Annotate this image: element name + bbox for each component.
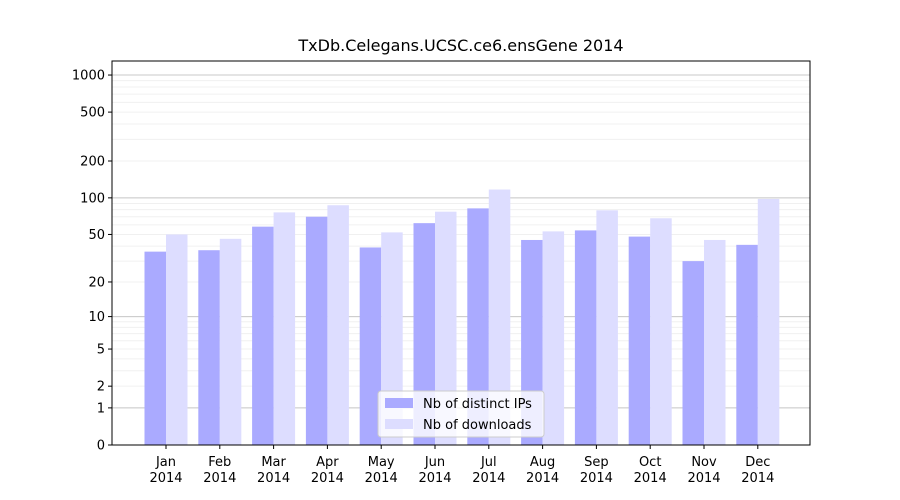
- bar-distinct-ips-jul: [467, 208, 489, 445]
- y-tick-label: 200: [80, 155, 105, 170]
- x-tick-month-sep: Sep: [584, 455, 609, 470]
- x-tick-month-aug: Aug: [530, 455, 555, 470]
- x-axis-ticks: Jan2014Feb2014Mar2014Apr2014May2014Jun20…: [149, 445, 774, 486]
- x-tick-month-jan: Jan: [155, 455, 176, 470]
- y-tick-label: 500: [80, 106, 105, 121]
- x-tick-month-jun: Jun: [424, 455, 445, 470]
- legend-label-downloads: Nb of downloads: [423, 418, 532, 433]
- bar-distinct-ips-mar: [252, 226, 274, 445]
- x-tick-month-mar: Mar: [261, 455, 286, 470]
- x-tick-year-nov: 2014: [687, 471, 720, 486]
- y-tick-label: 100: [80, 191, 105, 206]
- bar-distinct-ips-dec: [736, 244, 758, 445]
- bar-downloads-jun: [435, 211, 457, 445]
- bar-downloads-mar: [273, 212, 296, 445]
- x-tick-month-apr: Apr: [316, 455, 339, 470]
- x-tick-year-oct: 2014: [634, 471, 667, 486]
- y-axis-ticks: 0 1 2 5 10 20 50 100 200 500 1000: [72, 69, 112, 454]
- bar-distinct-ips-jun: [413, 223, 435, 445]
- y-tick-label: 10: [88, 310, 105, 325]
- x-tick-month-oct: Oct: [639, 455, 661, 470]
- x-tick-month-feb: Feb: [208, 455, 231, 470]
- y-tick-label: 5: [97, 343, 105, 358]
- y-tick-label: 0: [97, 439, 105, 454]
- x-tick-month-nov: Nov: [691, 455, 717, 470]
- legend: Nb of distinct IPs Nb of downloads: [377, 390, 545, 438]
- bars: [144, 189, 780, 445]
- legend-box: [377, 390, 545, 438]
- x-tick-year-aug: 2014: [526, 471, 559, 486]
- bar-downloads-oct: [650, 218, 672, 445]
- x-tick-year-jul: 2014: [472, 471, 505, 486]
- bar-distinct-ips-oct: [628, 236, 651, 445]
- legend-label-distinct-ips: Nb of distinct IPs: [423, 397, 532, 412]
- bar-downloads-apr: [327, 205, 349, 445]
- bar-distinct-ips-feb: [198, 250, 220, 445]
- plot-frame: [111, 60, 811, 446]
- y-tick-label: 1: [97, 401, 105, 416]
- x-tick-year-apr: 2014: [311, 471, 344, 486]
- x-tick-month-jul: Jul: [480, 455, 497, 470]
- bar-downloads-aug: [542, 231, 565, 445]
- chart-title: TxDb.Celegans.UCSC.ce6.ensGene 2014: [297, 36, 623, 55]
- bar-downloads-feb: [219, 238, 242, 445]
- x-tick-year-jun: 2014: [418, 471, 451, 486]
- bar-downloads-sep: [596, 210, 618, 445]
- x-tick-month-may: May: [368, 455, 395, 470]
- x-tick-month-dec: Dec: [745, 455, 770, 470]
- bar-distinct-ips-apr: [305, 216, 328, 445]
- y-tick-label: 2: [97, 380, 105, 395]
- x-tick-year-jan: 2014: [149, 471, 182, 486]
- y-tick-label: 50: [88, 228, 105, 243]
- x-tick-year-feb: 2014: [203, 471, 236, 486]
- bar-downloads-jan: [166, 234, 188, 445]
- x-tick-year-may: 2014: [365, 471, 398, 486]
- x-tick-year-dec: 2014: [741, 471, 774, 486]
- y-tick-label: 1000: [72, 69, 105, 84]
- bar-downloads-nov: [704, 239, 726, 445]
- bar-downloads-jul: [488, 189, 511, 445]
- bar-distinct-ips-nov: [682, 261, 704, 445]
- legend-swatch-downloads: [385, 419, 413, 429]
- legend-swatch-distinct-ips: [385, 398, 413, 408]
- x-tick-year-sep: 2014: [580, 471, 613, 486]
- bar-distinct-ips-may: [359, 247, 382, 445]
- bar-distinct-ips-sep: [574, 230, 597, 445]
- bar-downloads-dec: [757, 198, 780, 445]
- x-tick-year-mar: 2014: [257, 471, 290, 486]
- bar-distinct-ips-jan: [144, 251, 166, 445]
- y-tick-label: 20: [88, 275, 105, 290]
